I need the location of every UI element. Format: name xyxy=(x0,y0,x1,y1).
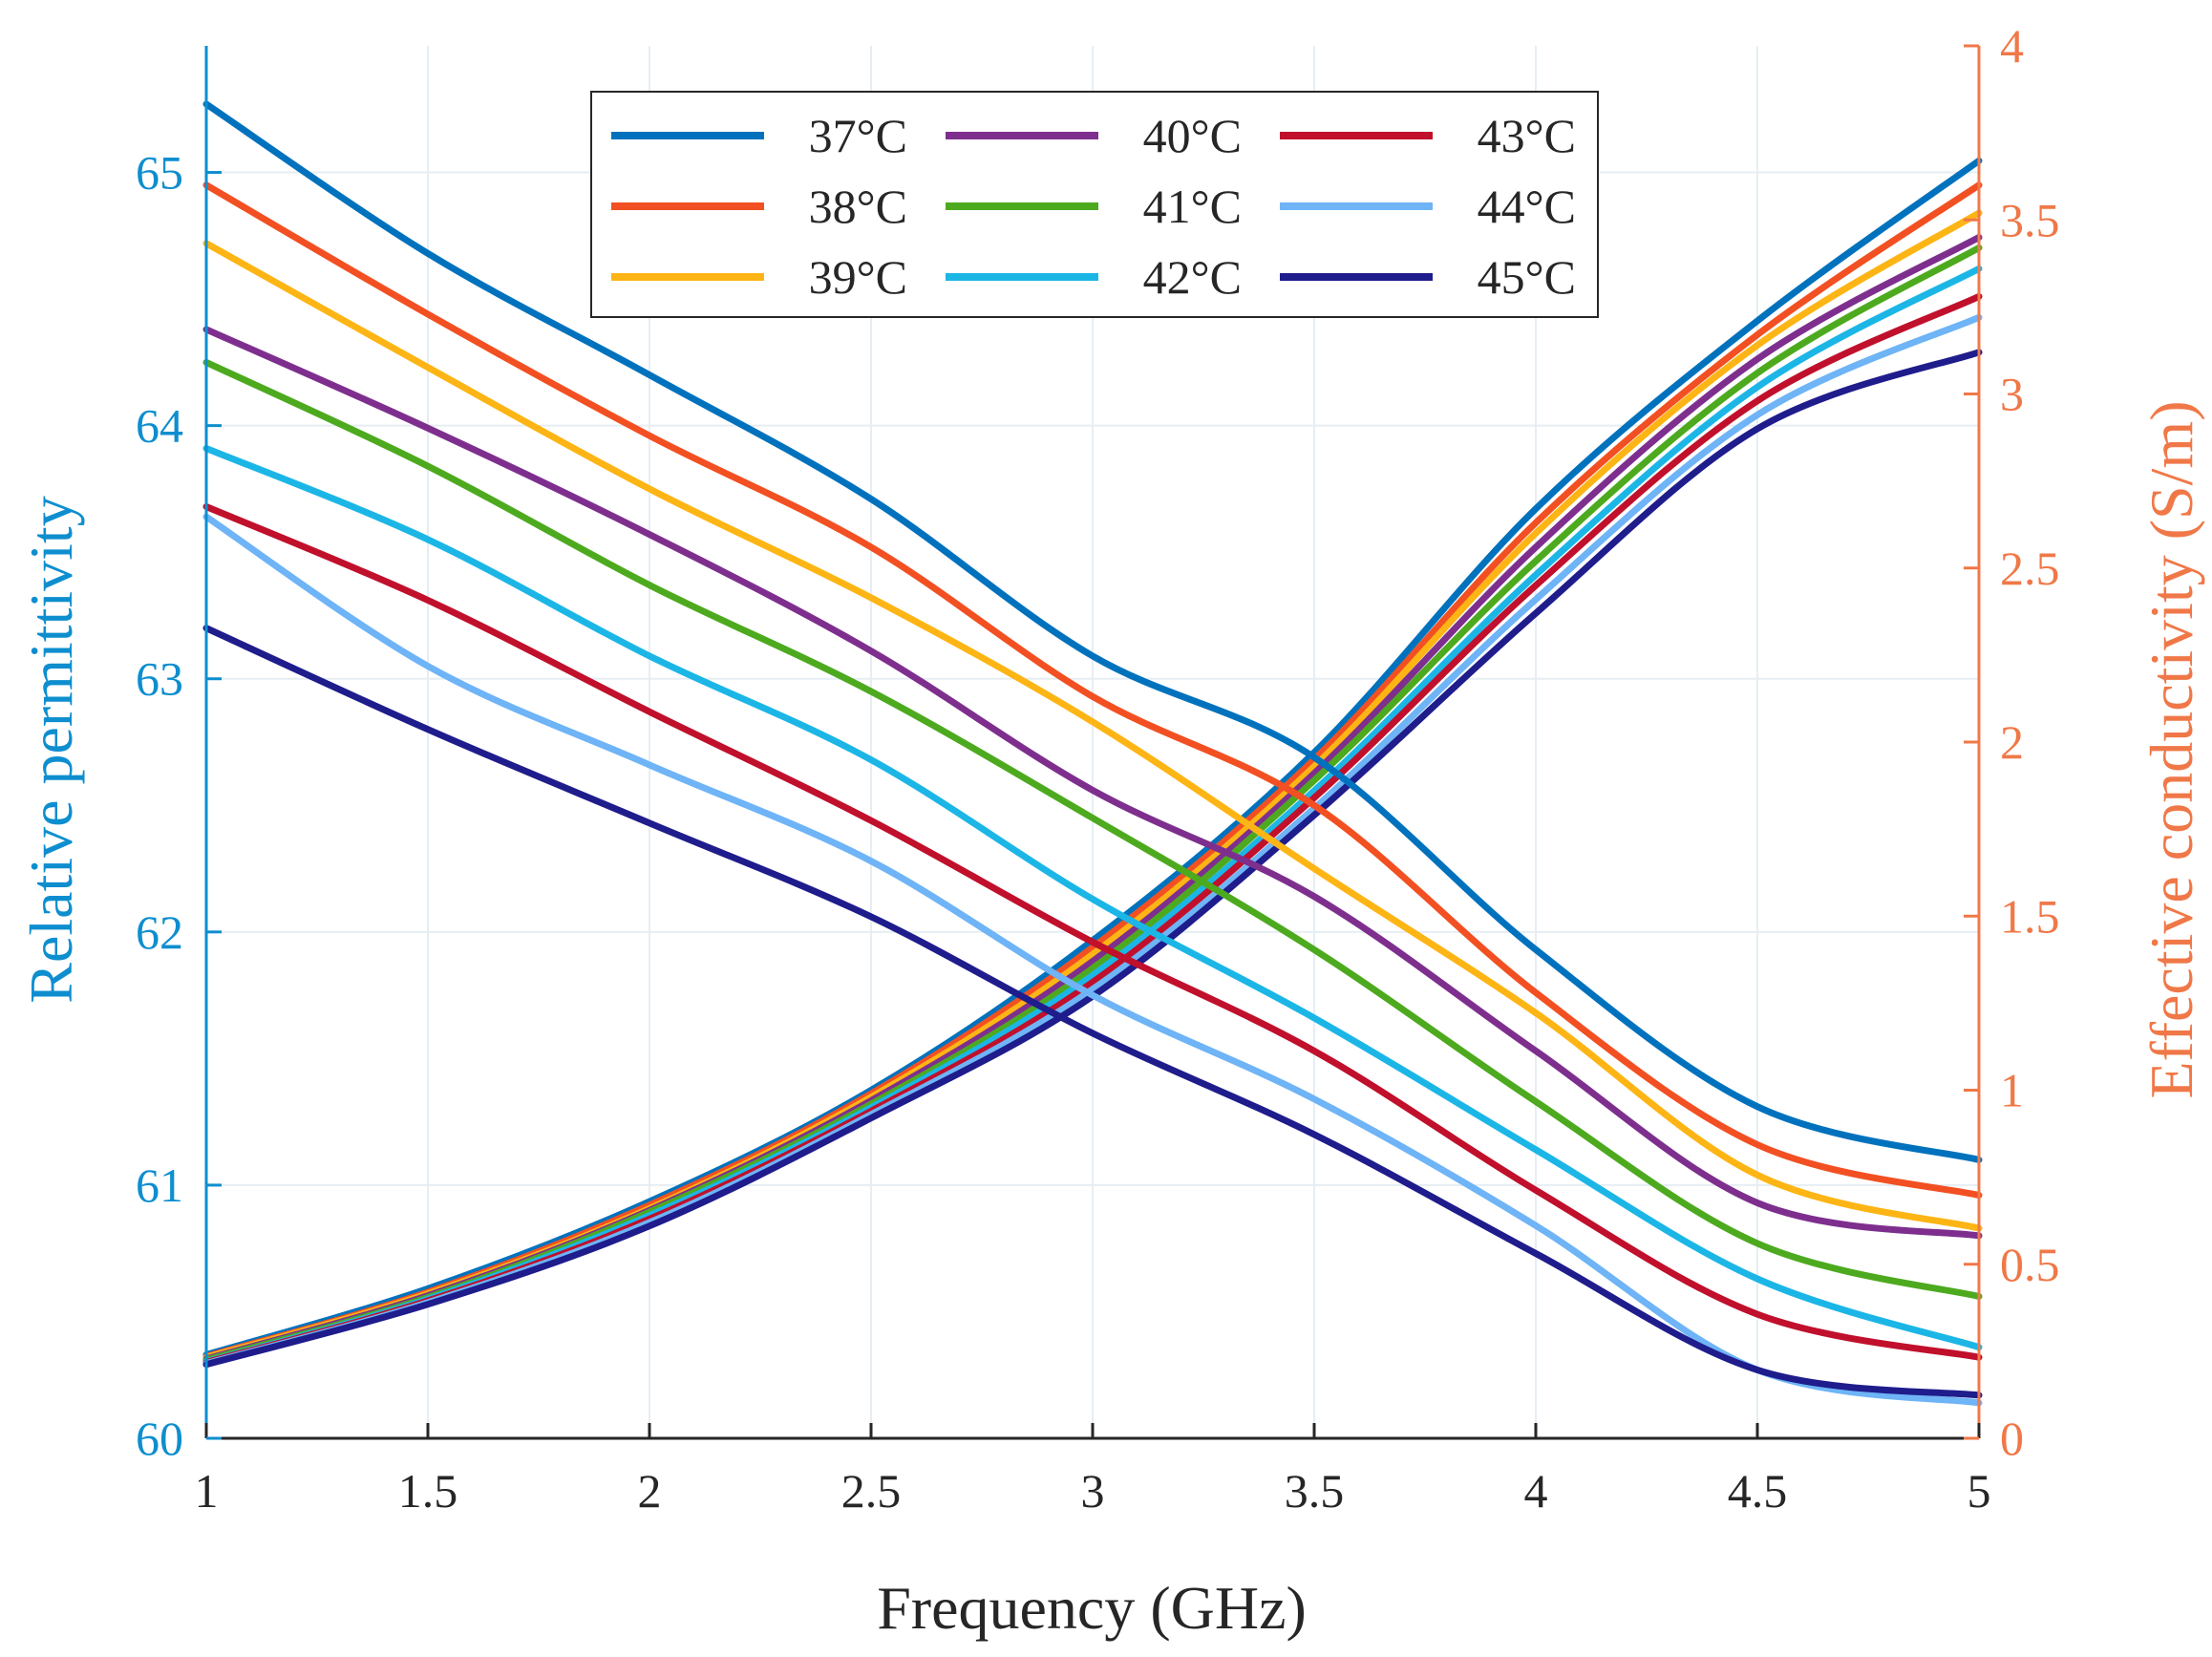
permittivity-line-44c xyxy=(202,513,1983,1407)
permittivity-line-40c xyxy=(202,326,1983,1240)
permittivity-line-42c xyxy=(202,445,1983,1351)
permittivity-line-37c xyxy=(202,100,1983,1163)
y-right-tick-label: 1.5 xyxy=(2000,889,2060,943)
x-tick-label: 1 xyxy=(195,1464,219,1518)
permittivity-line-38c xyxy=(202,181,1983,1199)
x-tick-label: 3 xyxy=(1081,1464,1105,1518)
y-axis-left-label: Relative permittivity xyxy=(17,496,85,1003)
y-right-tick-label: 2.5 xyxy=(2000,542,2060,595)
x-axis-label: Frequency (GHz) xyxy=(877,1574,1307,1642)
y-right-tick-label: 0.5 xyxy=(2000,1238,2060,1291)
permittivity-line-41c xyxy=(202,358,1983,1300)
legend: 37°C 38°C 39°C 40°C 41°C 42°C 43°C 44°C 45°C xyxy=(590,91,1599,318)
y-left-tick-label: 65 xyxy=(136,146,183,200)
plot-area xyxy=(202,100,1983,1407)
x-tick-label: 1.5 xyxy=(398,1464,458,1518)
legend-label: 44°C xyxy=(1478,180,1576,233)
permittivity-line-45c xyxy=(202,625,1983,1399)
x-tick-label: 2 xyxy=(638,1464,662,1518)
x-tick-label: 4.5 xyxy=(1728,1464,1788,1518)
y-right-tick-label: 4 xyxy=(2000,19,2024,73)
legend-label: 37°C xyxy=(809,109,907,162)
y-left-tick-label: 63 xyxy=(136,652,183,706)
y-left-tick-label: 64 xyxy=(136,399,183,453)
legend-items: 37°C 38°C 39°C 40°C 41°C 42°C 43°C 44°C 45°C xyxy=(611,109,1576,304)
x-tick-label: 2.5 xyxy=(841,1464,902,1518)
y-right-tick-label: 1 xyxy=(2000,1064,2024,1117)
axes xyxy=(204,44,1981,1440)
y-left-tick-label: 61 xyxy=(136,1158,183,1212)
conductivity-line-45c xyxy=(202,349,1983,1369)
y-left-tick-label: 60 xyxy=(136,1412,183,1465)
permittivity-line-39c xyxy=(202,240,1983,1232)
y-right-tick-label: 2 xyxy=(2000,715,2024,769)
conductivity-line-37c xyxy=(202,157,1983,1358)
y-right-tick-label: 3 xyxy=(2000,368,2024,421)
legend-label: 43°C xyxy=(1478,109,1576,162)
legend-label: 41°C xyxy=(1143,180,1242,233)
legend-label: 40°C xyxy=(1143,109,1242,162)
permittivity-line-43c xyxy=(202,503,1983,1361)
legend-label: 42°C xyxy=(1143,250,1242,304)
y-right-tick-label: 3.5 xyxy=(2000,193,2060,246)
legend-label: 45°C xyxy=(1478,250,1576,304)
x-tick-label: 5 xyxy=(1967,1464,1991,1518)
x-tick-label: 4 xyxy=(1524,1464,1548,1518)
legend-label: 39°C xyxy=(809,250,907,304)
y-axis-right-label: Effective conductivity (S/m) xyxy=(2138,400,2205,1098)
x-tick-label: 3.5 xyxy=(1285,1464,1345,1518)
y-left-tick-label: 62 xyxy=(136,905,183,959)
y-right-tick-label: 0 xyxy=(2000,1412,2024,1465)
tick-labels: 1 1.5 2 2.5 3 3.5 4 4.5 5 60 61 62 63 64 65 0 0.5 1 1.5 2 2.… xyxy=(136,19,2060,1518)
legend-label: 38°C xyxy=(809,180,907,233)
